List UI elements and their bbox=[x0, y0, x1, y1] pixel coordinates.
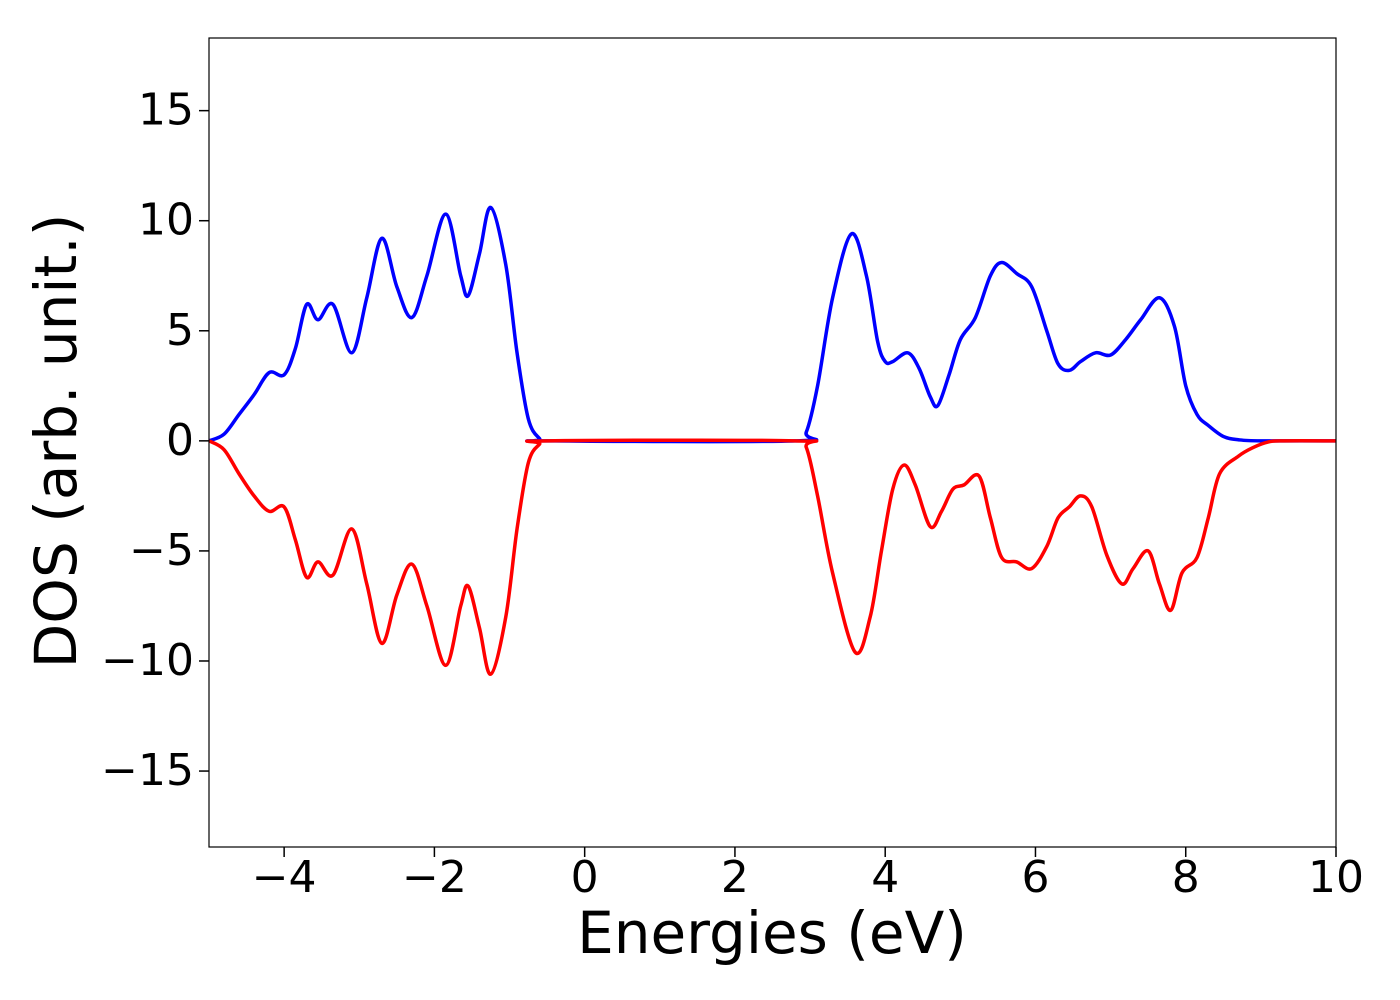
x-tick-label: 4 bbox=[871, 852, 899, 903]
x-tick-label: −4 bbox=[252, 852, 317, 903]
x-axis-label: Energies (eV) bbox=[577, 899, 967, 967]
x-tick-label: 0 bbox=[571, 852, 599, 903]
y-tick-label: 10 bbox=[138, 195, 194, 246]
dos-line bbox=[209, 205, 1336, 444]
x-tick-label: 10 bbox=[1308, 852, 1364, 903]
x-tick-label: 8 bbox=[1172, 852, 1200, 903]
x-tick-label: −2 bbox=[402, 852, 467, 903]
y-tick-label: −5 bbox=[129, 525, 194, 576]
y-tick-label: 5 bbox=[166, 305, 194, 356]
dos-line bbox=[209, 438, 1336, 676]
y-tick-label: 15 bbox=[138, 85, 194, 136]
y-tick-label: −10 bbox=[101, 635, 194, 686]
x-tick-label: 6 bbox=[1021, 852, 1049, 903]
y-tick-label: −15 bbox=[101, 745, 194, 796]
x-tick-label: 2 bbox=[721, 852, 749, 903]
y-axis-label: DOS (arb. unit.) bbox=[22, 214, 90, 669]
y-tick-label: 0 bbox=[166, 415, 194, 466]
plot-frame bbox=[208, 37, 1337, 848]
